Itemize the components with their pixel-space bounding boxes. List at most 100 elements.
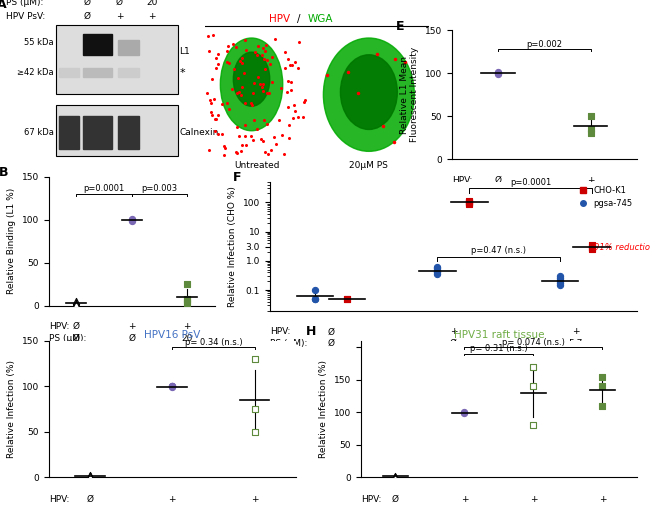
Point <box>586 243 597 251</box>
Text: PS (μM):: PS (μM): <box>270 339 307 348</box>
Point <box>528 421 539 429</box>
Text: Untreated: Untreated <box>234 161 280 170</box>
Text: p= 0.34 (n.s.): p= 0.34 (n.s.) <box>185 338 242 347</box>
Ellipse shape <box>233 52 270 106</box>
Point <box>554 274 565 282</box>
Point <box>181 297 192 305</box>
Point <box>464 199 474 207</box>
Text: +: + <box>168 495 176 504</box>
Point <box>464 199 474 208</box>
Point <box>554 272 565 280</box>
Y-axis label: Relative Infection (%): Relative Infection (%) <box>7 360 16 458</box>
Point <box>250 355 260 363</box>
Title: HPV16 PsV: HPV16 PsV <box>144 330 200 340</box>
Point <box>554 276 565 284</box>
Text: +: + <box>450 327 457 336</box>
Point <box>459 408 469 416</box>
Text: L1: L1 <box>179 47 190 57</box>
Text: p=0.002: p=0.002 <box>526 40 562 48</box>
Point <box>464 198 474 207</box>
Text: 91% reduction: 91% reduction <box>594 243 650 252</box>
Text: 20: 20 <box>585 187 597 196</box>
Text: 5μm: 5μm <box>283 142 297 147</box>
Legend: CHO-K1, pgsa-745: CHO-K1, pgsa-745 <box>575 186 633 208</box>
Y-axis label: Relative Binding (L1 %): Relative Binding (L1 %) <box>7 188 16 294</box>
Text: +: + <box>116 12 123 21</box>
Point <box>528 382 539 390</box>
Text: p= 0.074 (n.s.): p= 0.074 (n.s.) <box>502 338 565 347</box>
Point <box>493 68 503 76</box>
Text: Ø: Ø <box>86 495 94 504</box>
Text: +: + <box>183 322 190 331</box>
Point <box>167 383 177 391</box>
Text: +: + <box>599 495 606 504</box>
Point <box>71 297 82 305</box>
Point <box>528 363 539 371</box>
Bar <box>83 116 112 148</box>
Point <box>71 300 82 308</box>
Text: Ø: Ø <box>328 339 335 348</box>
Point <box>554 277 565 285</box>
Text: +: + <box>461 495 468 504</box>
Text: D: D <box>318 38 326 48</box>
Point <box>181 299 192 307</box>
Point <box>250 428 260 436</box>
Point <box>597 402 608 410</box>
Point <box>554 279 565 287</box>
Text: +: + <box>128 322 135 331</box>
Text: Ø: Ø <box>450 339 457 348</box>
Text: PS (μM):: PS (μM): <box>452 187 489 196</box>
Text: Ø: Ø <box>73 322 80 331</box>
Text: p=0.47 (n.s.): p=0.47 (n.s.) <box>471 246 526 255</box>
Text: 5μm: 5μm <box>398 142 412 147</box>
Point <box>597 382 608 390</box>
Text: p=0.0001: p=0.0001 <box>510 178 551 186</box>
Ellipse shape <box>220 38 283 131</box>
Point <box>181 280 192 288</box>
Point <box>167 382 177 390</box>
Point <box>310 286 320 294</box>
Point <box>250 405 260 413</box>
Text: /: / <box>297 14 301 24</box>
Ellipse shape <box>324 38 415 152</box>
Text: Ø: Ø <box>495 176 502 185</box>
Point <box>390 473 400 481</box>
Text: +: + <box>251 495 258 504</box>
Text: 20: 20 <box>146 0 158 7</box>
Point <box>71 300 82 308</box>
Point <box>84 472 95 480</box>
Text: Ø: Ø <box>73 334 80 343</box>
Point <box>586 125 596 133</box>
Point <box>459 409 469 417</box>
Text: E: E <box>396 20 405 33</box>
Text: Ø: Ø <box>392 495 399 504</box>
Point <box>342 295 352 303</box>
Point <box>432 267 443 275</box>
Text: Ø: Ø <box>328 327 335 336</box>
Y-axis label: Relative Infection (CHO %): Relative Infection (CHO %) <box>228 186 237 307</box>
Text: B: B <box>0 167 8 179</box>
Text: HPV: HPV <box>269 14 290 24</box>
Point <box>464 197 474 206</box>
Bar <box>59 116 79 148</box>
Text: HPV:: HPV: <box>270 327 290 336</box>
Point <box>342 295 352 303</box>
Point <box>493 69 503 77</box>
Point <box>167 382 177 390</box>
Point <box>432 270 443 278</box>
Text: *: * <box>179 68 185 78</box>
Point <box>310 295 320 303</box>
Point <box>181 294 192 302</box>
Y-axis label: Relative L1 Mean
Fluorescent Intensity: Relative L1 Mean Fluorescent Intensity <box>400 47 419 142</box>
Point <box>126 216 137 224</box>
Text: Ø: Ø <box>83 0 90 7</box>
Point <box>84 471 95 479</box>
Text: HPV:: HPV: <box>452 176 472 185</box>
Text: 20: 20 <box>181 334 192 343</box>
Point <box>390 472 400 480</box>
Bar <box>56 25 177 93</box>
Bar <box>83 68 112 77</box>
Point <box>554 281 565 289</box>
Bar <box>83 34 112 55</box>
Text: Ø: Ø <box>495 187 502 196</box>
